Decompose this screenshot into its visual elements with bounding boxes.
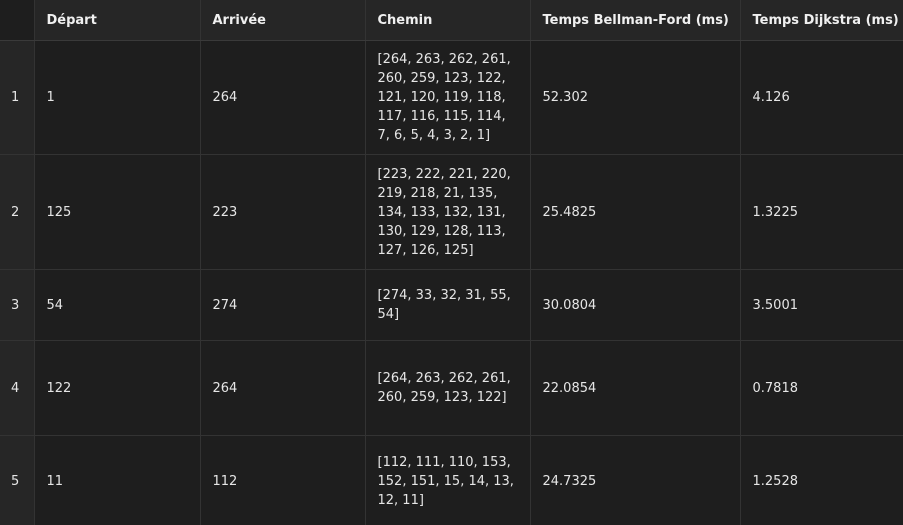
column-header-chemin[interactable]: Chemin xyxy=(365,0,531,41)
cell-chemin: [112, 111, 110, 153, 152, 151, 15, 14, 1… xyxy=(365,435,531,525)
cell-depart: 1 xyxy=(34,40,201,155)
table-body: 1 1 264 [264, 263, 262, 261, 260, 259, 1… xyxy=(0,40,903,525)
cell-bellman-ford: 52.302 xyxy=(530,40,741,155)
cell-chemin: [223, 222, 221, 220, 219, 218, 21, 135, … xyxy=(365,154,531,270)
table-row: 2 125 223 [223, 222, 221, 220, 219, 218,… xyxy=(0,154,903,270)
table-row: 4 122 264 [264, 263, 262, 261, 260, 259,… xyxy=(0,340,903,436)
cell-bellman-ford: 25.4825 xyxy=(530,154,741,270)
cell-arrivee: 274 xyxy=(200,269,366,341)
cell-bellman-ford: 24.7325 xyxy=(530,435,741,525)
table-row: 3 54 274 [274, 33, 32, 31, 55, 54] 30.08… xyxy=(0,269,903,341)
cell-bellman-ford: 30.0804 xyxy=(530,269,741,341)
cell-chemin: [264, 263, 262, 261, 260, 259, 123, 122,… xyxy=(365,40,531,155)
cell-dijkstra: 3.5001 xyxy=(740,269,903,341)
cell-depart: 122 xyxy=(34,340,201,436)
table-row: 1 1 264 [264, 263, 262, 261, 260, 259, 1… xyxy=(0,40,903,155)
cell-depart: 54 xyxy=(34,269,201,341)
table-header: Départ Arrivée Chemin Temps Bellman-Ford… xyxy=(0,0,903,41)
column-header-dijkstra[interactable]: Temps Dijkstra (ms) xyxy=(740,0,903,41)
cell-bellman-ford: 22.0854 xyxy=(530,340,741,436)
cell-depart: 11 xyxy=(34,435,201,525)
row-index: 5 xyxy=(0,435,35,525)
cell-arrivee: 112 xyxy=(200,435,366,525)
row-index: 1 xyxy=(0,40,35,155)
row-index: 3 xyxy=(0,269,35,341)
table-row: 5 11 112 [112, 111, 110, 153, 152, 151, … xyxy=(0,435,903,525)
cell-dijkstra: 1.2528 xyxy=(740,435,903,525)
cell-arrivee: 264 xyxy=(200,40,366,155)
cell-chemin: [264, 263, 262, 261, 260, 259, 123, 122] xyxy=(365,340,531,436)
cell-arrivee: 223 xyxy=(200,154,366,270)
index-header-corner xyxy=(0,0,35,41)
column-header-bellman-ford[interactable]: Temps Bellman-Ford (ms) xyxy=(530,0,741,41)
header-row: Départ Arrivée Chemin Temps Bellman-Ford… xyxy=(0,0,903,41)
row-index: 4 xyxy=(0,340,35,436)
cell-dijkstra: 4.126 xyxy=(740,40,903,155)
cell-dijkstra: 0.7818 xyxy=(740,340,903,436)
cell-depart: 125 xyxy=(34,154,201,270)
cell-chemin: [274, 33, 32, 31, 55, 54] xyxy=(365,269,531,341)
cell-arrivee: 264 xyxy=(200,340,366,436)
column-header-arrivee[interactable]: Arrivée xyxy=(200,0,366,41)
row-index: 2 xyxy=(0,154,35,270)
column-header-depart[interactable]: Départ xyxy=(34,0,201,41)
cell-dijkstra: 1.3225 xyxy=(740,154,903,270)
